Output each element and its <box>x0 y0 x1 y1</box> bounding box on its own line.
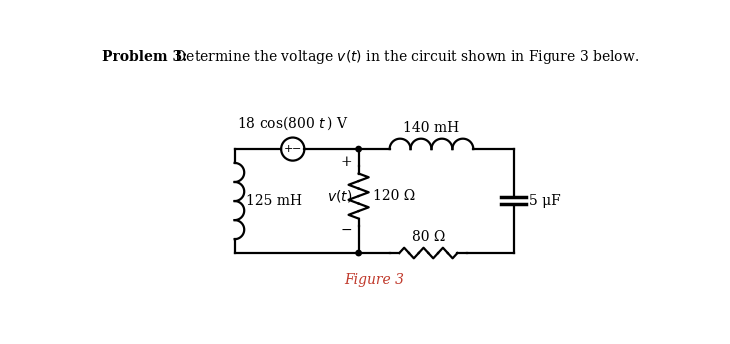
Text: 80 Ω: 80 Ω <box>412 230 445 244</box>
Text: +: + <box>283 144 293 154</box>
Text: 120 Ω: 120 Ω <box>372 189 415 203</box>
Text: $v(t)$: $v(t)$ <box>327 188 353 204</box>
Text: −: − <box>341 223 353 237</box>
Text: Figure 3: Figure 3 <box>344 273 404 287</box>
Text: −: − <box>292 144 301 154</box>
Text: 140 mH: 140 mH <box>404 121 460 135</box>
Text: 18 cos(800 $t\/$) V: 18 cos(800 $t\/$) V <box>237 115 348 132</box>
Text: 125 mH: 125 mH <box>246 194 302 208</box>
Circle shape <box>356 147 361 152</box>
Text: Problem 3:: Problem 3: <box>102 50 188 64</box>
Text: Determine the voltage $v(t)$ in the circuit shown in Figure 3 below.: Determine the voltage $v(t)$ in the circ… <box>166 48 639 66</box>
Text: 5 μF: 5 μF <box>529 194 561 208</box>
Circle shape <box>356 250 361 256</box>
Text: +: + <box>341 155 353 169</box>
